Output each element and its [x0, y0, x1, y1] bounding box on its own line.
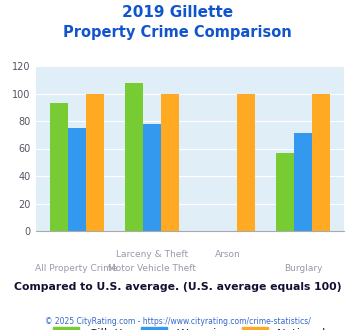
Bar: [237, 93, 255, 231]
Text: All Property Crime: All Property Crime: [36, 264, 118, 273]
Bar: [50, 103, 68, 231]
Bar: [125, 82, 143, 231]
Text: © 2025 CityRating.com - https://www.cityrating.com/crime-statistics/: © 2025 CityRating.com - https://www.city…: [45, 317, 310, 326]
Text: Compared to U.S. average. (U.S. average equals 100): Compared to U.S. average. (U.S. average …: [14, 282, 341, 292]
Text: 2019 Gillette: 2019 Gillette: [122, 5, 233, 20]
Bar: [68, 128, 86, 231]
Bar: [161, 93, 179, 231]
Legend: Gillette, Wyoming, National: Gillette, Wyoming, National: [49, 323, 331, 330]
Text: Burglary: Burglary: [284, 264, 322, 273]
Text: Arson: Arson: [215, 250, 241, 259]
Bar: [143, 124, 161, 231]
Text: Property Crime Comparison: Property Crime Comparison: [63, 25, 292, 40]
Text: Motor Vehicle Theft: Motor Vehicle Theft: [108, 264, 196, 273]
Text: Larceny & Theft: Larceny & Theft: [116, 250, 188, 259]
Bar: [294, 133, 312, 231]
Bar: [276, 152, 294, 231]
Bar: [312, 93, 330, 231]
Bar: [86, 93, 104, 231]
